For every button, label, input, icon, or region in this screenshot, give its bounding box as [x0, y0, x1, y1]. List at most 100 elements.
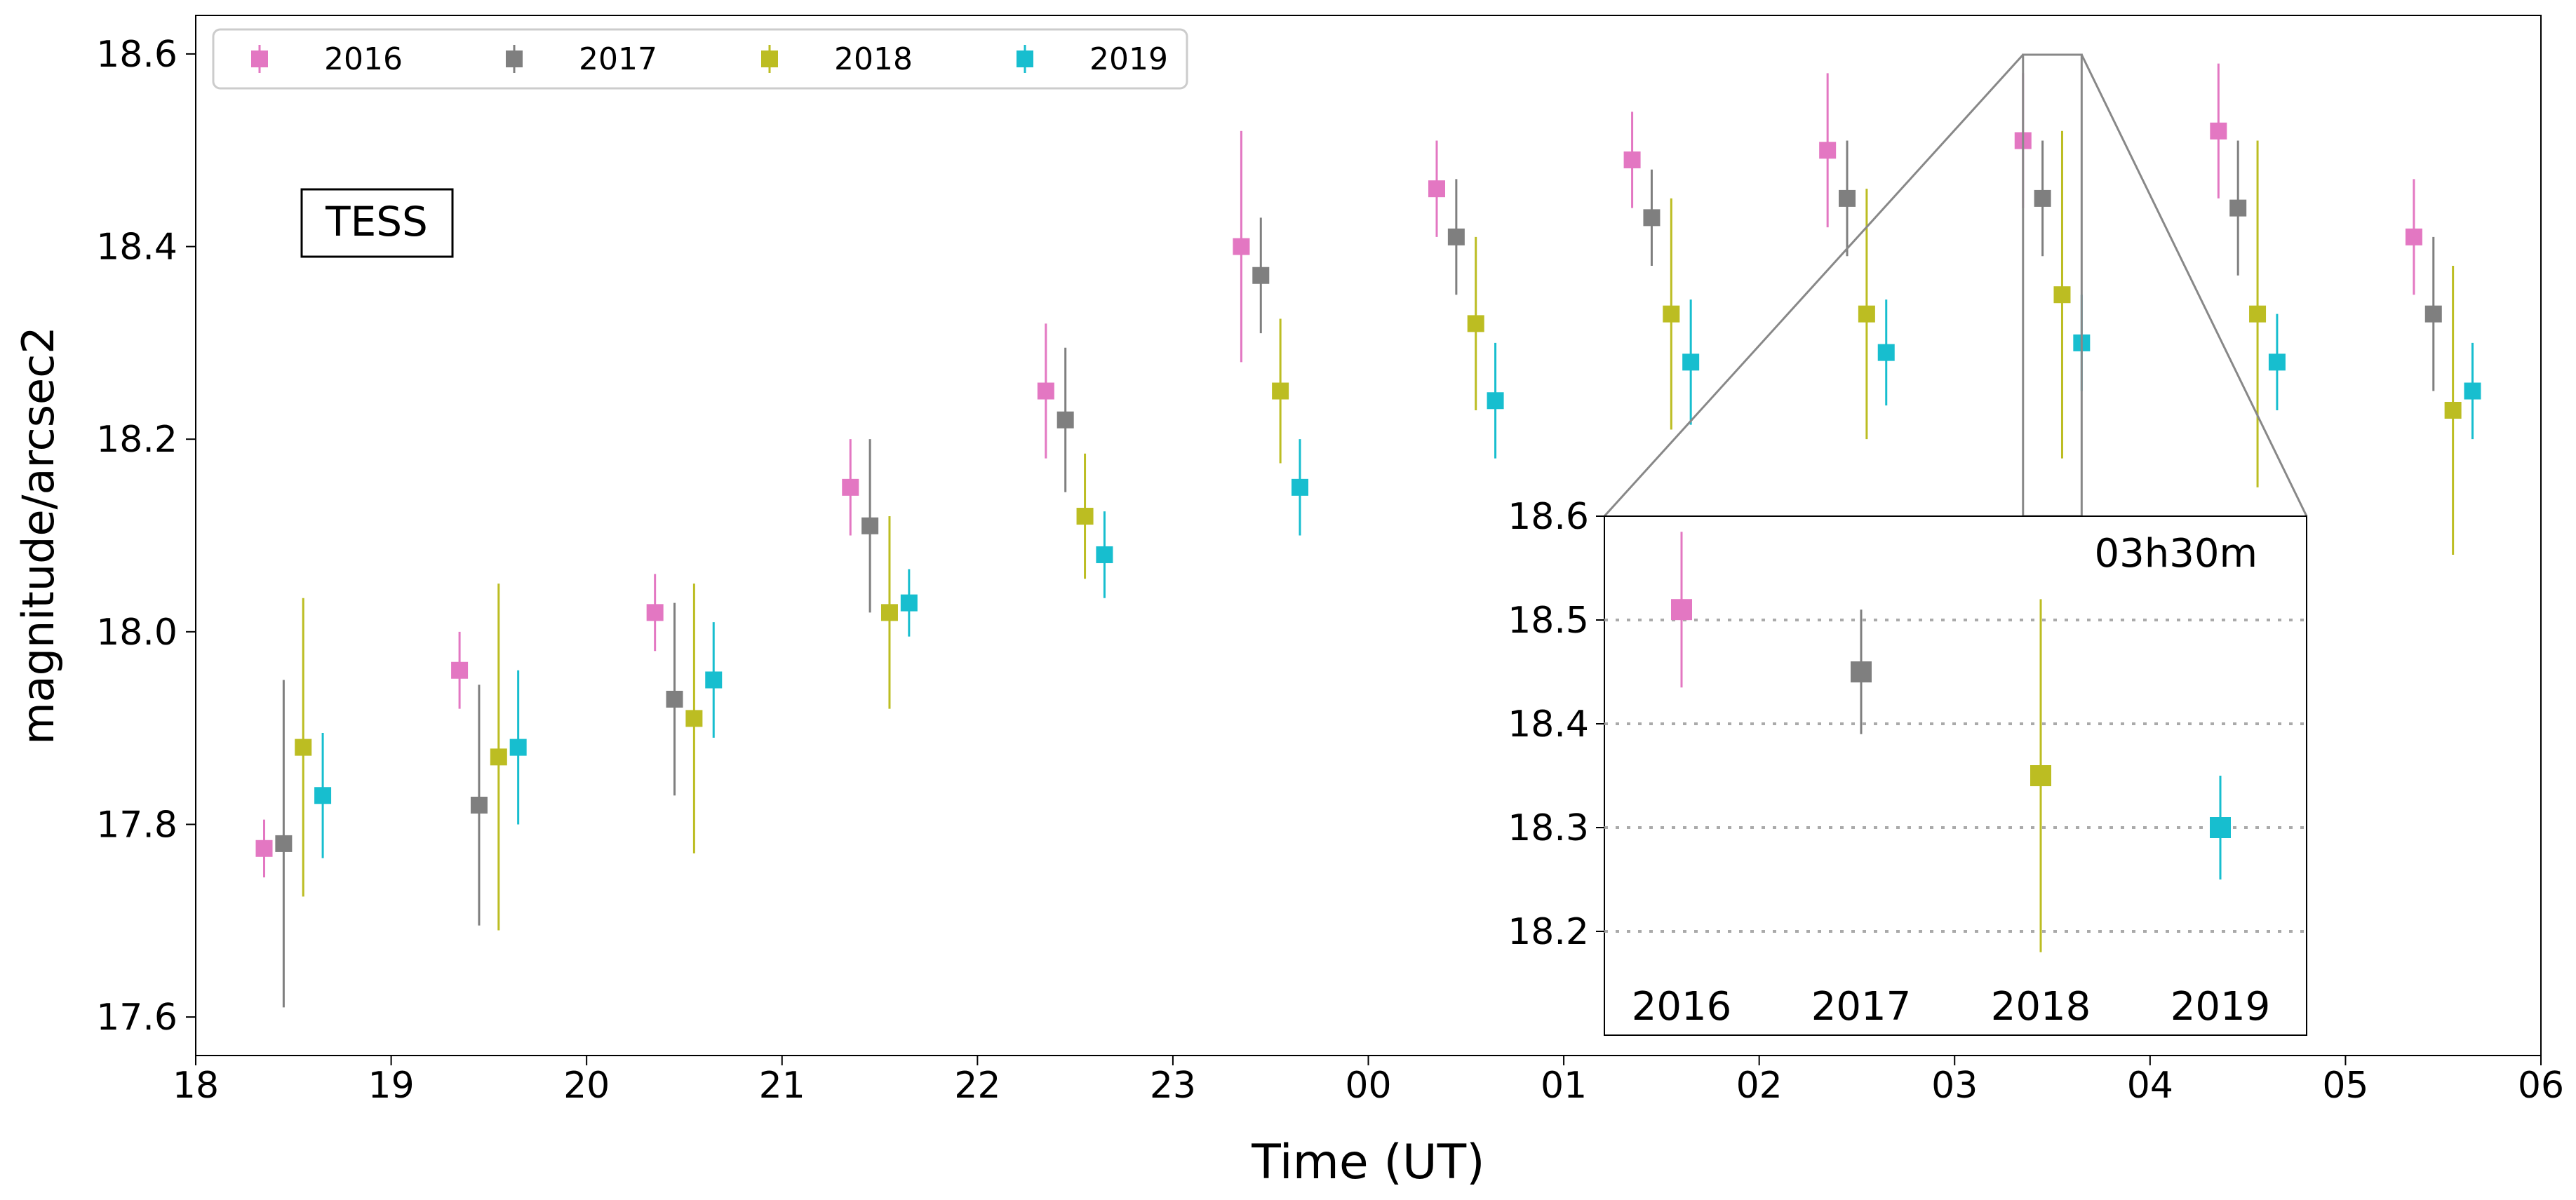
x-tick-label: 01: [1541, 1065, 1587, 1107]
legend-frame: [212, 28, 1188, 90]
data-point: [314, 787, 332, 804]
legend-label: 2016: [324, 41, 403, 77]
data-point: [2268, 353, 2286, 371]
data-point: [1858, 305, 1875, 323]
x-tick-label: 20: [563, 1065, 610, 1107]
data-point: [1643, 209, 1661, 227]
data-point: [646, 604, 664, 621]
legend-marker: [1017, 50, 1033, 67]
legend-marker: [761, 50, 778, 67]
inset-x-category-label: 2019: [2171, 984, 2271, 1030]
inset-zoom-connectors: [1603, 53, 2308, 518]
inset-data-point: [2210, 817, 2231, 838]
inset-y-tick-label: 18.4: [1508, 703, 1589, 746]
data-point: [2034, 189, 2051, 207]
x-tick-label: 03: [1931, 1065, 1978, 1107]
y-tick-label: 17.8: [96, 804, 177, 846]
zoom-connector-right: [2080, 54, 2308, 517]
data-point: [861, 517, 879, 534]
inset-frame: [1604, 515, 2307, 1036]
data-point: [1291, 478, 1308, 496]
data-point: [295, 739, 312, 756]
data-point: [1428, 180, 1446, 198]
data-point: [275, 835, 293, 852]
y-axis-label: magnitude/arcsec2: [13, 326, 64, 744]
data-point: [2053, 286, 2071, 304]
data-point: [1076, 508, 1094, 525]
tess-annotation-box: [300, 188, 454, 258]
inset-data-point: [2030, 765, 2051, 786]
x-axis-label: Time (UT): [1251, 1135, 1484, 1190]
inset-y-tick-label: 18.6: [1508, 496, 1589, 538]
legend-label: 2017: [579, 41, 657, 77]
x-tick-label: 06: [2518, 1065, 2564, 1107]
data-point: [1252, 267, 1270, 284]
data-point: [705, 671, 723, 689]
x-tick-label: 19: [368, 1065, 414, 1107]
data-point: [2444, 401, 2462, 419]
y-tick-label: 17.6: [96, 997, 177, 1039]
inset-y-tick-label: 18.5: [1508, 600, 1589, 642]
data-point: [1447, 228, 1465, 245]
inset-data-point: [1671, 599, 1692, 621]
data-point: [685, 710, 703, 727]
data-point: [451, 661, 469, 679]
y-tick-label: 18.0: [96, 612, 177, 654]
data-point: [2464, 382, 2481, 400]
legend-entry-2019: 2019: [1017, 41, 1168, 77]
x-tick-label: 23: [1150, 1065, 1196, 1107]
data-point: [490, 748, 507, 766]
inset-x-category-label: 2017: [1811, 984, 1912, 1030]
x-tick-label: 18: [173, 1065, 219, 1107]
data-point: [880, 604, 898, 621]
series-2019: [314, 295, 2481, 858]
data-point: [470, 796, 488, 814]
y-tick-label: 18.2: [96, 419, 177, 461]
data-point: [509, 739, 527, 756]
data-point: [255, 840, 273, 857]
data-point: [1037, 382, 1054, 400]
data-point: [2229, 199, 2247, 217]
inset-x-category-label: 2016: [1632, 984, 1732, 1030]
inset-data-point: [1851, 661, 1872, 682]
x-tick-label: 04: [2127, 1065, 2173, 1107]
data-point: [1623, 151, 1641, 168]
y-tick-label: 18.4: [96, 227, 177, 269]
inset-title: 03h30m: [2094, 531, 2258, 577]
data-point: [1272, 382, 1289, 400]
inset-x-category-label: 2018: [1991, 984, 2091, 1030]
legend-entry-2018: 2018: [761, 41, 913, 77]
data-point: [2210, 122, 2227, 140]
inset-plot: 18.2 18.3 18.4 18.5 18.6 2016 2017 2018 2019 03h3…: [1508, 496, 2307, 1036]
tess-annotation: TESS: [300, 188, 454, 258]
data-point: [2249, 305, 2267, 323]
series-2017: [275, 140, 2442, 1008]
x-tick-label: 21: [759, 1065, 805, 1107]
legend-entry-2017: 2017: [506, 41, 657, 77]
data-point: [1487, 392, 1504, 410]
x-tick-label: 02: [1736, 1065, 1783, 1107]
data-point: [2424, 305, 2442, 323]
legend-label: 2019: [1089, 41, 1168, 77]
data-point: [1877, 344, 1895, 361]
data-point: [1819, 142, 1837, 159]
inset-y-tick-label: 18.2: [1508, 911, 1589, 953]
inset-y-tick-label: 18.3: [1508, 807, 1589, 849]
x-tick-label: 22: [954, 1065, 1000, 1107]
data-point: [666, 690, 683, 708]
x-tick-label: 05: [2322, 1065, 2368, 1107]
data-point: [1663, 305, 1680, 323]
data-point: [1233, 238, 1250, 255]
data-point: [1056, 411, 1074, 429]
data-point: [1839, 189, 1856, 207]
data-point: [1467, 315, 1484, 332]
legend-entry-2016: 2016: [251, 41, 403, 77]
data-point: [900, 594, 918, 612]
data-point: [842, 478, 859, 496]
x-tick-label: 00: [1345, 1065, 1391, 1107]
legend-marker: [251, 50, 268, 67]
data-point: [1096, 546, 1113, 563]
legend-label: 2018: [834, 41, 913, 77]
legend-marker: [506, 50, 523, 67]
